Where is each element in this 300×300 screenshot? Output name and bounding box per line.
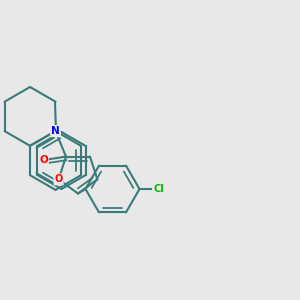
Text: N: N: [51, 126, 60, 136]
Text: O: O: [39, 154, 48, 165]
Text: O: O: [55, 174, 63, 184]
Text: Cl: Cl: [153, 184, 164, 194]
